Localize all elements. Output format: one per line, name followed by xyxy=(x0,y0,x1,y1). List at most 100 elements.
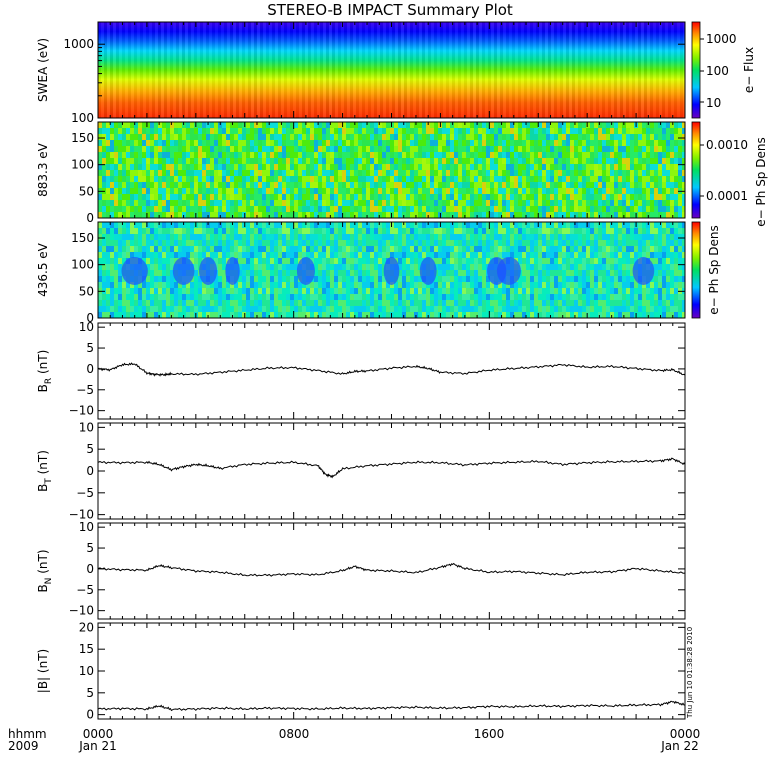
pad-883-cell xyxy=(210,194,214,200)
pad-883-cell xyxy=(638,140,642,146)
pad-436-cell xyxy=(234,294,238,300)
br-frame xyxy=(97,322,686,420)
pad-883-cell xyxy=(618,146,622,152)
pad-436-cell xyxy=(406,312,410,318)
pad-883-cell xyxy=(194,200,198,206)
pad-883-cell xyxy=(574,188,578,194)
pad-883-cell xyxy=(658,194,662,200)
pad-436-cell xyxy=(434,228,438,234)
pad-436-cell xyxy=(242,300,246,306)
swea-texture-column xyxy=(224,22,227,118)
pad-883-cell xyxy=(486,140,490,146)
pad-883-cell xyxy=(550,200,554,206)
pad-436-cell xyxy=(658,294,662,300)
pad-883-cell xyxy=(134,194,138,200)
pad-883-cell xyxy=(106,188,110,194)
pad-883-cell xyxy=(258,170,262,176)
pad-436-cell xyxy=(610,240,614,246)
pad-436-cell xyxy=(482,240,486,246)
pad-883-cell xyxy=(206,188,210,194)
pad-883-cell xyxy=(310,122,314,128)
pad-436-cell xyxy=(346,276,350,282)
pad-883-cell xyxy=(470,176,474,182)
pad-436-cell xyxy=(230,246,234,252)
pad-883-cell xyxy=(558,140,562,146)
pad-436-cell xyxy=(634,306,638,312)
pad-883-cell xyxy=(422,146,426,152)
pad-883-cell xyxy=(226,188,230,194)
pad-436-cell xyxy=(254,222,258,228)
pad-883-cell xyxy=(246,164,250,170)
swea-texture-column xyxy=(389,22,392,118)
swea-texture-column xyxy=(296,22,299,118)
pad-436-cell xyxy=(430,234,434,240)
pad-883-cell xyxy=(566,188,570,194)
pad-436-cell xyxy=(458,234,462,240)
pad-883-cell xyxy=(122,176,126,182)
pad-436-cell xyxy=(666,264,670,270)
pad-436-cell xyxy=(222,240,226,246)
pad-883-cell xyxy=(162,188,166,194)
pad-883-cell xyxy=(506,152,510,158)
pad-883-cell xyxy=(238,152,242,158)
pad-436-cell xyxy=(350,282,354,288)
pad-883-cell xyxy=(418,206,422,212)
pad-436-cell xyxy=(362,246,366,252)
pad-883-cell xyxy=(174,158,178,164)
pad-883-cell xyxy=(306,182,310,188)
pad-883-cell xyxy=(234,194,238,200)
pad-436-cell xyxy=(606,270,610,276)
pad-436-cell xyxy=(318,234,322,240)
pad-436-cell xyxy=(338,240,342,246)
pad-883-cell xyxy=(214,206,218,212)
pad-883-cell xyxy=(570,152,574,158)
pad-436-cell xyxy=(510,246,514,252)
pad-883-cell xyxy=(442,122,446,128)
pad-436-cell xyxy=(442,312,446,318)
pad-436-cell xyxy=(562,264,566,270)
pad-883-cell xyxy=(654,164,658,170)
pad-883-cell xyxy=(302,194,306,200)
pad-436-cell xyxy=(122,288,126,294)
pad-436-cell xyxy=(374,252,378,258)
pad-883-cell xyxy=(242,158,246,164)
pad-883-cell xyxy=(102,182,106,188)
pad-883-cell xyxy=(442,170,446,176)
pad-883-cell xyxy=(122,188,126,194)
pad-883-cell xyxy=(290,182,294,188)
pad-883-cell xyxy=(506,140,510,146)
pad-883-cell xyxy=(466,176,470,182)
pad-883-cell xyxy=(206,164,210,170)
pad-883-cell xyxy=(642,170,646,176)
pad-883-cell xyxy=(614,134,618,140)
pad-883-cell xyxy=(206,152,210,158)
pad-436-cell xyxy=(370,228,374,234)
pad-883-cell xyxy=(658,188,662,194)
pad-883-cell xyxy=(398,200,402,206)
pad-883-cell xyxy=(510,206,514,212)
pad-436-cell xyxy=(150,228,154,234)
pad-883-cell xyxy=(450,176,454,182)
pad-883-cell xyxy=(222,152,226,158)
pad-436-cell xyxy=(166,270,170,276)
pad-883-cell xyxy=(162,128,166,134)
pad-883-cell xyxy=(510,182,514,188)
pad-436-cell xyxy=(278,282,282,288)
pad-883-cell xyxy=(122,182,126,188)
pad-883-cell xyxy=(678,146,682,152)
pad-436-cell xyxy=(306,252,310,258)
pad-883-cell xyxy=(606,164,610,170)
pad-883-cell xyxy=(498,146,502,152)
pad-436-cell xyxy=(514,240,518,246)
pad-883-cell xyxy=(238,122,242,128)
pad-883-cell xyxy=(242,140,246,146)
pad-883-cell xyxy=(478,128,482,134)
pad-883-cell xyxy=(610,134,614,140)
swea-texture-column xyxy=(539,22,542,118)
pad-436-cell xyxy=(178,234,182,240)
pad-883-cell xyxy=(378,134,382,140)
pad-436-cell xyxy=(98,312,102,318)
pad-436-depletion xyxy=(172,257,195,285)
pad-436-cell xyxy=(322,276,326,282)
pad-883-cell xyxy=(110,140,114,146)
